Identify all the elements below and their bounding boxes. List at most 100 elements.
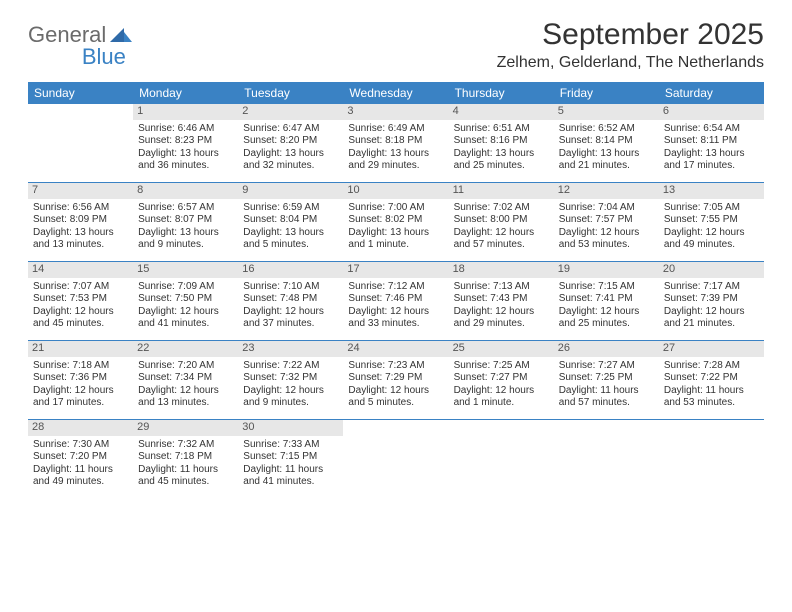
day-number: 14 — [28, 262, 133, 278]
day-number: 1 — [133, 104, 238, 120]
day-detail: Sunrise: 7:07 AM Sunset: 7:53 PM Dayligh… — [33, 281, 128, 331]
day-cell: 26Sunrise: 7:27 AM Sunset: 7:25 PM Dayli… — [554, 341, 659, 419]
day-detail: Sunrise: 7:09 AM Sunset: 7:50 PM Dayligh… — [138, 281, 233, 331]
day-detail: Sunrise: 6:56 AM Sunset: 8:09 PM Dayligh… — [33, 202, 128, 252]
day-cell: 2Sunrise: 6:47 AM Sunset: 8:20 PM Daylig… — [238, 104, 343, 182]
week-row: 14 Sunrise: 7:07 AM Sunset: 7:53 PM Dayli… — [28, 262, 764, 341]
day-number: 4 — [449, 104, 554, 120]
month-title: September 2025 — [497, 18, 764, 52]
empty-cell — [449, 420, 554, 498]
day-detail: Sunrise: 7:00 AM Sunset: 8:02 PM Dayligh… — [348, 202, 443, 252]
day-header-cell: Friday — [554, 82, 659, 104]
day-detail: Sunrise: 6:51 AM Sunset: 8:16 PM Dayligh… — [454, 123, 549, 173]
day-number: 2 — [238, 104, 343, 120]
day-cell: 25 Sunrise: 7:25 AM Sunset: 7:27 PM Dayli… — [449, 341, 554, 419]
day-cell: 17Sunrise: 7:12 AM Sunset: 7:46 PM Dayli… — [343, 262, 448, 340]
day-cell: 1Sunrise: 6:46 AM Sunset: 8:23 PM Daylig… — [133, 104, 238, 182]
day-cell: 10 Sunrise: 7:00 AM Sunset: 8:02 PM Dayli… — [343, 183, 448, 261]
day-cell: 15 Sunrise: 7:09 AM Sunset: 7:50 PM Dayli… — [133, 262, 238, 340]
day-header-cell: Saturday — [659, 82, 764, 104]
day-detail: Sunrise: 7:12 AM Sunset: 7:46 PM Dayligh… — [348, 281, 443, 331]
day-number: 24 — [343, 341, 448, 357]
logo-word2: Blue — [82, 44, 126, 69]
day-number: 5 — [554, 104, 659, 120]
day-detail: Sunrise: 7:02 AM Sunset: 8:00 PM Dayligh… — [454, 202, 549, 252]
day-number: 22 — [133, 341, 238, 357]
day-cell: 18 Sunrise: 7:13 AM Sunset: 7:43 PM Dayli… — [449, 262, 554, 340]
day-cell: 29 Sunrise: 7:32 AM Sunset: 7:18 PM Dayli… — [133, 420, 238, 498]
day-cell: 19Sunrise: 7:15 AM Sunset: 7:41 PM Dayli… — [554, 262, 659, 340]
day-number: 10 — [343, 183, 448, 199]
day-detail: Sunrise: 6:54 AM Sunset: 8:11 PM Dayligh… — [664, 123, 759, 173]
week-row: 7 Sunrise: 6:56 AM Sunset: 8:09 PM Daylig… — [28, 183, 764, 262]
week-row: 21Sunrise: 7:18 AM Sunset: 7:36 PM Dayli… — [28, 341, 764, 420]
day-number: 12 — [554, 183, 659, 199]
day-cell: 9Sunrise: 6:59 AM Sunset: 8:04 PM Daylig… — [238, 183, 343, 261]
page-header: General GeneBlue September 2025 Zelhem, … — [28, 18, 764, 72]
day-header-row: SundayMondayTuesdayWednesdayThursdayFrid… — [28, 82, 764, 104]
week-row: 28Sunrise: 7:30 AM Sunset: 7:20 PM Dayli… — [28, 420, 764, 498]
day-cell: 27 Sunrise: 7:28 AM Sunset: 7:22 PM Dayli… — [659, 341, 764, 419]
day-detail: Sunrise: 7:05 AM Sunset: 7:55 PM Dayligh… — [664, 202, 759, 252]
day-cell: 3Sunrise: 6:49 AM Sunset: 8:18 PM Daylig… — [343, 104, 448, 182]
day-number: 15 — [133, 262, 238, 278]
day-detail: Sunrise: 7:18 AM Sunset: 7:36 PM Dayligh… — [33, 360, 128, 410]
day-cell: 8Sunrise: 6:57 AM Sunset: 8:07 PM Daylig… — [133, 183, 238, 261]
empty-cell — [343, 420, 448, 498]
day-cell: 14 Sunrise: 7:07 AM Sunset: 7:53 PM Dayli… — [28, 262, 133, 340]
title-block: September 2025 Zelhem, Gelderland, The N… — [497, 18, 764, 72]
calendar-page: General GeneBlue September 2025 Zelhem, … — [0, 0, 792, 498]
day-detail: Sunrise: 7:25 AM Sunset: 7:27 PM Dayligh… — [454, 360, 549, 410]
day-number: 6 — [659, 104, 764, 120]
calendar-grid: SundayMondayTuesdayWednesdayThursdayFrid… — [28, 82, 764, 498]
day-detail: Sunrise: 6:49 AM Sunset: 8:18 PM Dayligh… — [348, 123, 443, 173]
day-detail: Sunrise: 7:20 AM Sunset: 7:34 PM Dayligh… — [138, 360, 233, 410]
day-detail: Sunrise: 7:33 AM Sunset: 7:15 PM Dayligh… — [243, 439, 338, 489]
day-number: 20 — [659, 262, 764, 278]
day-header-cell: Thursday — [449, 82, 554, 104]
day-cell: 21Sunrise: 7:18 AM Sunset: 7:36 PM Dayli… — [28, 341, 133, 419]
day-header-cell: Wednesday — [343, 82, 448, 104]
day-number: 11 — [449, 183, 554, 199]
day-cell: 20Sunrise: 7:17 AM Sunset: 7:39 PM Dayli… — [659, 262, 764, 340]
day-number: 16 — [238, 262, 343, 278]
day-detail: Sunrise: 6:57 AM Sunset: 8:07 PM Dayligh… — [138, 202, 233, 252]
day-cell: 11 Sunrise: 7:02 AM Sunset: 8:00 PM Dayli… — [449, 183, 554, 261]
day-detail: Sunrise: 7:27 AM Sunset: 7:25 PM Dayligh… — [559, 360, 654, 410]
day-cell: 22 Sunrise: 7:20 AM Sunset: 7:34 PM Dayli… — [133, 341, 238, 419]
day-number: 7 — [28, 183, 133, 199]
day-cell: 13 Sunrise: 7:05 AM Sunset: 7:55 PM Dayli… — [659, 183, 764, 261]
day-detail: Sunrise: 6:59 AM Sunset: 8:04 PM Dayligh… — [243, 202, 338, 252]
empty-cell — [659, 420, 764, 498]
day-number: 29 — [133, 420, 238, 436]
week-row: 1Sunrise: 6:46 AM Sunset: 8:23 PM Daylig… — [28, 104, 764, 183]
empty-cell — [554, 420, 659, 498]
day-detail: Sunrise: 7:10 AM Sunset: 7:48 PM Dayligh… — [243, 281, 338, 331]
day-detail: Sunrise: 7:22 AM Sunset: 7:32 PM Dayligh… — [243, 360, 338, 410]
day-number: 18 — [449, 262, 554, 278]
location-text: Zelhem, Gelderland, The Netherlands — [497, 54, 764, 72]
empty-cell — [28, 104, 133, 182]
day-number: 25 — [449, 341, 554, 357]
day-detail: Sunrise: 7:23 AM Sunset: 7:29 PM Dayligh… — [348, 360, 443, 410]
day-detail: Sunrise: 7:13 AM Sunset: 7:43 PM Dayligh… — [454, 281, 549, 331]
day-cell: 7 Sunrise: 6:56 AM Sunset: 8:09 PM Daylig… — [28, 183, 133, 261]
day-number: 13 — [659, 183, 764, 199]
day-cell: 4 Sunrise: 6:51 AM Sunset: 8:16 PM Daylig… — [449, 104, 554, 182]
day-cell: 16 Sunrise: 7:10 AM Sunset: 7:48 PM Dayli… — [238, 262, 343, 340]
day-detail: Sunrise: 7:28 AM Sunset: 7:22 PM Dayligh… — [664, 360, 759, 410]
logo-mark-icon — [110, 28, 132, 42]
day-number: 19 — [554, 262, 659, 278]
day-number: 27 — [659, 341, 764, 357]
day-header-cell: Tuesday — [238, 82, 343, 104]
weeks-container: 1Sunrise: 6:46 AM Sunset: 8:23 PM Daylig… — [28, 104, 764, 498]
day-detail: Sunrise: 7:32 AM Sunset: 7:18 PM Dayligh… — [138, 439, 233, 489]
day-detail: Sunrise: 7:04 AM Sunset: 7:57 PM Dayligh… — [559, 202, 654, 252]
day-cell: 24 Sunrise: 7:23 AM Sunset: 7:29 PM Dayli… — [343, 341, 448, 419]
day-number: 23 — [238, 341, 343, 357]
day-cell: 6 Sunrise: 6:54 AM Sunset: 8:11 PM Daylig… — [659, 104, 764, 182]
day-number: 30 — [238, 420, 343, 436]
day-number: 28 — [28, 420, 133, 436]
logo-text: General GeneBlue — [28, 24, 132, 68]
day-header-cell: Sunday — [28, 82, 133, 104]
